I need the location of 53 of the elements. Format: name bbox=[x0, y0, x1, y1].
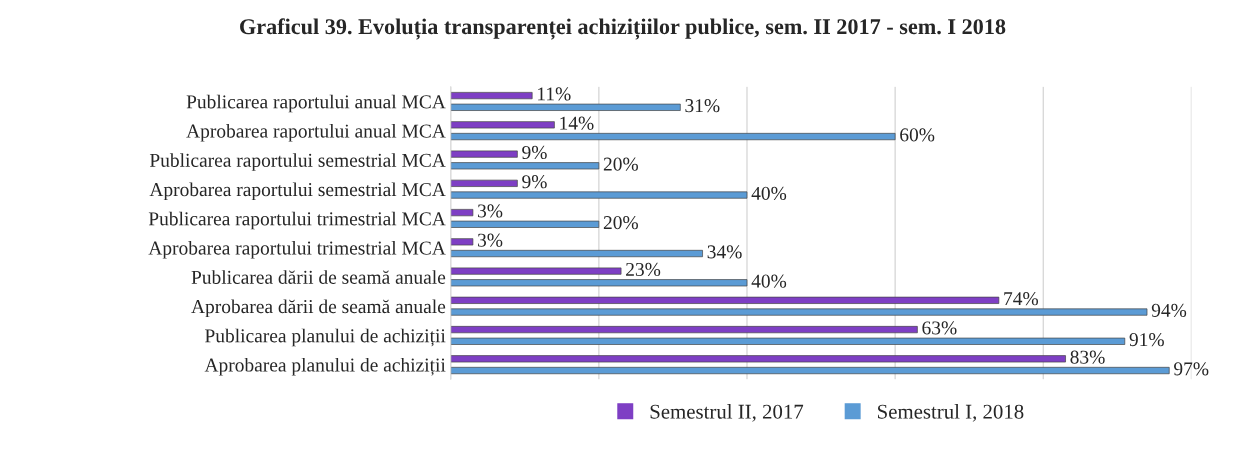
data-label: 11% bbox=[538, 87, 571, 101]
data-label: 94% bbox=[1151, 303, 1187, 317]
bar bbox=[450, 162, 600, 170]
data-label: 9% bbox=[522, 175, 547, 189]
bar bbox=[450, 92, 533, 100]
bar bbox=[450, 249, 703, 258]
y-tick-label: Publicarea raportului anual MCA bbox=[186, 94, 446, 113]
bar bbox=[450, 179, 518, 187]
bar bbox=[450, 220, 600, 228]
y-tick-label: Publicarea raportului trimestrial MCA bbox=[148, 211, 446, 230]
bar bbox=[450, 150, 518, 158]
bar bbox=[450, 132, 896, 141]
bar bbox=[450, 238, 474, 246]
data-label: 20% bbox=[603, 157, 638, 171]
bar bbox=[450, 279, 748, 287]
bar bbox=[450, 366, 1170, 375]
legend-label: Semestrul II, 2017 bbox=[650, 404, 804, 422]
bar bbox=[450, 267, 622, 275]
data-label: 63% bbox=[922, 321, 957, 335]
data-label: 91% bbox=[1129, 333, 1164, 347]
bar bbox=[450, 103, 681, 111]
data-label: 23% bbox=[626, 262, 661, 277]
chart-title: Graficul 39. Evoluția transparenței achizițiilor publice, sem. II 2017 - sem. I 2018 bbox=[240, 18, 1006, 40]
y-tick-label: Publicarea planului de achiziții bbox=[205, 328, 446, 347]
y-tick-label: Aprobarea raportului semestrial MCA bbox=[149, 182, 446, 201]
data-label: 3% bbox=[478, 233, 503, 247]
bar bbox=[450, 326, 918, 334]
y-tick-label: Aprobarea raportului anual MCA bbox=[186, 123, 446, 142]
data-label: 83% bbox=[1070, 350, 1105, 364]
data-label: 40% bbox=[751, 186, 787, 200]
y-tick-label: Aprobarea raportului trimestrial MCA bbox=[148, 240, 446, 259]
bar bbox=[450, 121, 555, 129]
data-label: 34% bbox=[707, 245, 742, 259]
y-tick-label: Publicarea raportului semestrial MCA bbox=[149, 153, 446, 171]
y-tick-label: Aprobarea planului de achiziții bbox=[204, 357, 446, 376]
y-tick-label: Aprobarea dării de seamă anuale bbox=[191, 299, 446, 318]
bar bbox=[450, 296, 1000, 304]
data-label: 14% bbox=[560, 116, 594, 130]
bar bbox=[450, 191, 748, 199]
bar bbox=[450, 209, 474, 217]
legend-label: Semestrul I, 2018 bbox=[878, 404, 1024, 422]
y-tick-label: Publicarea dării de seamă anuale bbox=[191, 270, 446, 284]
bar bbox=[450, 337, 1126, 345]
data-label: 20% bbox=[603, 216, 638, 230]
data-label: 40% bbox=[751, 274, 787, 288]
bar bbox=[450, 355, 1066, 363]
data-label: 31% bbox=[685, 99, 720, 113]
data-label: 9% bbox=[522, 145, 547, 160]
data-label: 60% bbox=[900, 128, 935, 142]
bar bbox=[450, 308, 1148, 316]
data-label: 74% bbox=[1004, 292, 1039, 306]
data-label: 3% bbox=[478, 204, 503, 218]
data-label: 97% bbox=[1174, 362, 1209, 376]
